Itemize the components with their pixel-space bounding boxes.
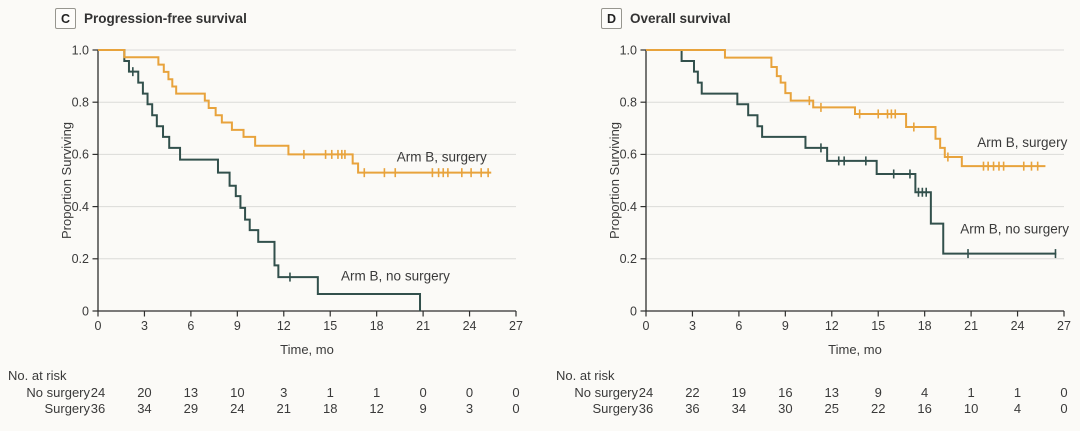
svg-text:9: 9 [782, 319, 789, 333]
km-chart-overall-survival: 0 0.2 0.4 0.6 0.8 1.0 0 3 6 9 12 15 18 21 24 27 Time, mo… [607, 43, 1071, 357]
risk-count: 4 [921, 385, 929, 400]
risk-count: 36 [638, 401, 654, 416]
risk-table-title: No. at risk [556, 368, 615, 383]
panel-title: Overall survival [630, 11, 731, 26]
risk-count: 18 [322, 401, 338, 416]
risk-count: 3 [280, 385, 288, 400]
panel-overall-survival: D Overall survival 0 0.2 0.4 0.6 0.8 1.0 0 3 6 9 1… [540, 0, 1080, 431]
svg-text:1.0: 1.0 [620, 43, 637, 57]
panel-letter-badge: D [601, 8, 622, 29]
panel-title: Progression-free survival [84, 11, 247, 26]
svg-text:Time, mo: Time, mo [828, 342, 882, 357]
svg-text:15: 15 [323, 319, 337, 333]
svg-text:0.2: 0.2 [72, 252, 89, 266]
risk-row-label-surgery: Surgery [44, 401, 90, 416]
risk-count: 30 [778, 401, 793, 416]
risk-count: 1 [326, 385, 334, 400]
risk-count: 4 [1013, 401, 1022, 416]
risk-count: 12 [369, 401, 384, 416]
panel-progression-free-survival: C Progression-free survival 0 0.2 0.4 0.6 0.… [8, 8, 523, 416]
risk-count: 0 [512, 401, 520, 416]
risk-count: 0 [1060, 401, 1068, 416]
svg-text:Proportion Surviving: Proportion Surviving [59, 122, 74, 239]
risk-count: 0 [512, 385, 520, 400]
risk-count: 3 [465, 401, 474, 416]
risk-count: 1 [373, 385, 381, 400]
risk-count: 1 [1013, 385, 1022, 400]
risk-count: 24 [230, 401, 245, 416]
svg-text:15: 15 [871, 319, 885, 333]
svg-text:27: 27 [1057, 319, 1071, 333]
risk-count: 1 [967, 385, 975, 400]
svg-text:Arm B, no surgery: Arm B, no surgery [341, 268, 450, 283]
risk-count: 0 [419, 385, 427, 400]
svg-text:24: 24 [1011, 319, 1025, 333]
risk-count: 36 [90, 401, 106, 416]
svg-text:0: 0 [630, 304, 637, 318]
risk-count: 10 [230, 385, 245, 400]
risk-row-label-no-surgery: No surgery [26, 385, 90, 400]
svg-text:27: 27 [509, 319, 523, 333]
svg-text:18: 18 [918, 319, 932, 333]
risk-count: 34 [137, 401, 152, 416]
risk-count: 25 [824, 401, 839, 416]
risk-count: 22 [870, 401, 886, 416]
svg-text:0: 0 [95, 319, 102, 333]
risk-count: 16 [917, 401, 932, 416]
svg-text:6: 6 [187, 319, 194, 333]
svg-text:0.6: 0.6 [620, 148, 637, 162]
svg-text:3: 3 [689, 319, 696, 333]
risk-count: 9 [874, 385, 882, 400]
svg-text:Time, mo: Time, mo [280, 342, 334, 357]
risk-count: 13 [183, 385, 199, 400]
risk-row-label-surgery: Surgery [592, 401, 638, 416]
svg-text:21: 21 [964, 319, 978, 333]
svg-text:3: 3 [141, 319, 148, 333]
svg-text:6: 6 [735, 319, 742, 333]
svg-text:Arm B, no surgery: Arm B, no surgery [960, 221, 1069, 236]
risk-count: 34 [731, 401, 747, 416]
svg-text:24: 24 [463, 319, 477, 333]
svg-text:0: 0 [82, 304, 89, 318]
risk-row-label-no-surgery: No surgery [574, 385, 638, 400]
svg-text:Arm B, surgery: Arm B, surgery [977, 135, 1067, 150]
risk-count: 20 [137, 385, 152, 400]
svg-text:0: 0 [643, 319, 650, 333]
risk-count: 22 [685, 385, 700, 400]
svg-text:Arm B, surgery: Arm B, surgery [397, 150, 487, 165]
panel-header: C Progression-free survival [55, 8, 247, 29]
risk-count: 29 [183, 401, 199, 416]
risk-count: 16 [778, 385, 793, 400]
svg-text:12: 12 [825, 319, 839, 333]
risk-count: 24 [638, 385, 654, 400]
risk-count: 9 [419, 401, 427, 416]
svg-text:Proportion Surviving: Proportion Surviving [607, 122, 622, 239]
risk-count: 24 [90, 385, 106, 400]
svg-text:9: 9 [234, 319, 241, 333]
km-chart-progression-free: 0 0.2 0.4 0.6 0.8 1.0 0 3 6 9 12 15 18 21 24 27 Time, mo… [59, 43, 523, 357]
svg-text:12: 12 [277, 319, 291, 333]
svg-text:21: 21 [416, 319, 430, 333]
panel-letter-badge: C [55, 8, 76, 29]
risk-table: No. at risk No surgery Surgery 24 20 13 10 3… [8, 368, 520, 416]
risk-count: 21 [276, 401, 291, 416]
svg-text:18: 18 [370, 319, 384, 333]
svg-text:0.8: 0.8 [620, 96, 637, 110]
svg-text:0.6: 0.6 [72, 148, 89, 162]
risk-count: 36 [685, 401, 700, 416]
panel-header: D Overall survival [601, 8, 731, 29]
risk-table-title: No. at risk [8, 368, 67, 383]
svg-text:0.8: 0.8 [72, 96, 89, 110]
svg-text:0.2: 0.2 [620, 252, 637, 266]
risk-count: 13 [824, 385, 839, 400]
risk-count: 19 [731, 385, 747, 400]
risk-count: 0 [1060, 385, 1068, 400]
svg-text:0.4: 0.4 [72, 200, 89, 214]
risk-count: 10 [963, 401, 979, 416]
risk-count: 0 [465, 385, 474, 400]
risk-table: No. at risk No surgery Surgery 24 22 19 16 1… [540, 0, 1080, 431]
svg-text:1.0: 1.0 [72, 43, 89, 57]
svg-text:0.4: 0.4 [620, 200, 637, 214]
